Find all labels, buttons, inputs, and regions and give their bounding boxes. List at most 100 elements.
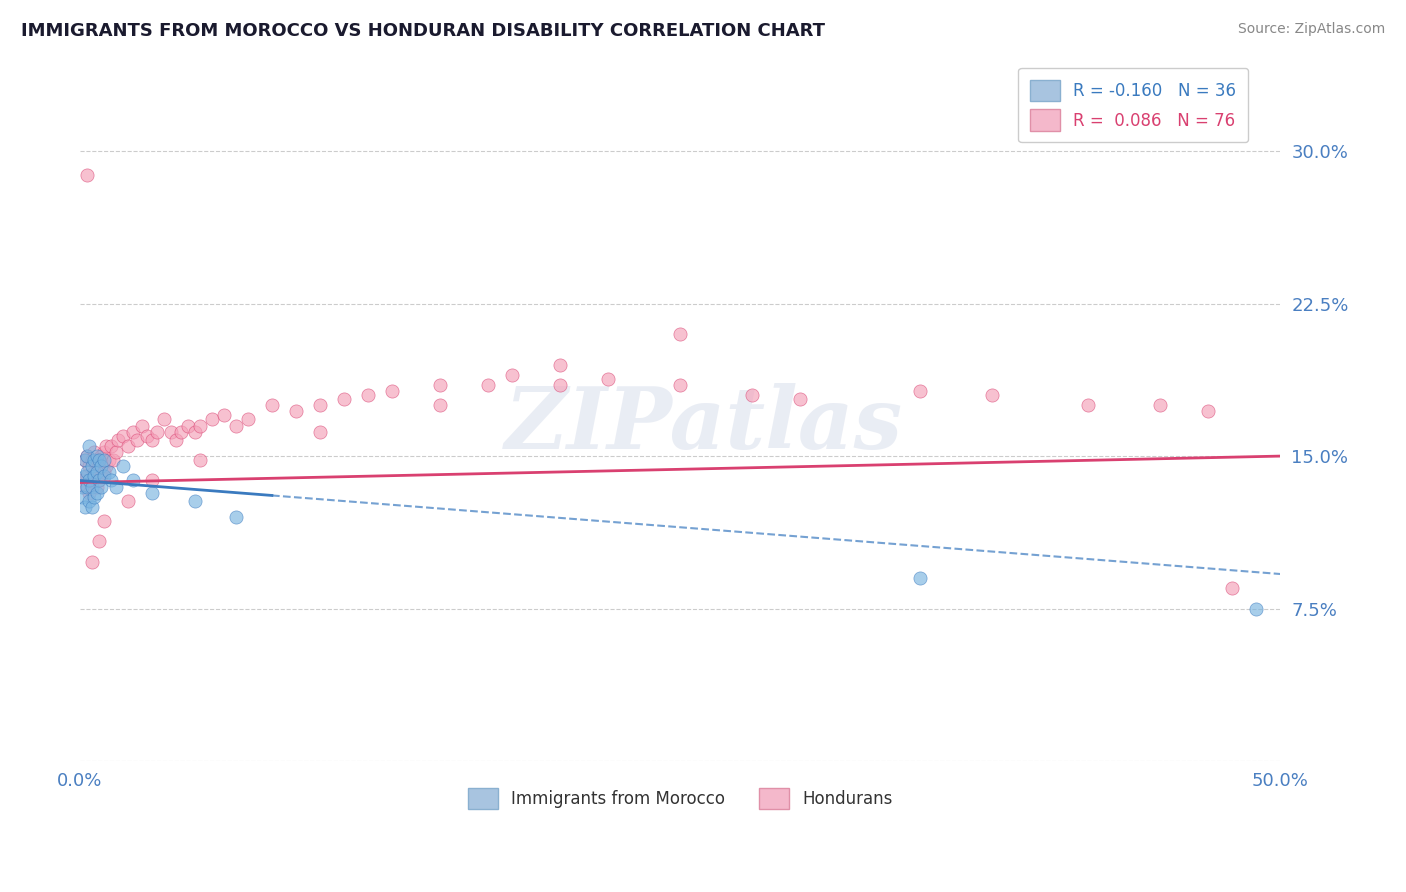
Point bbox=[121, 474, 143, 488]
Point bbox=[112, 459, 135, 474]
Point bbox=[121, 425, 143, 439]
Point bbox=[72, 480, 94, 494]
Point bbox=[127, 433, 149, 447]
Point bbox=[145, 425, 167, 439]
Point bbox=[669, 378, 692, 392]
Point bbox=[104, 480, 127, 494]
Point bbox=[501, 368, 523, 382]
Point bbox=[112, 429, 135, 443]
Point bbox=[188, 453, 211, 467]
Point bbox=[596, 372, 619, 386]
Point bbox=[73, 453, 96, 467]
Point bbox=[90, 459, 112, 474]
Point bbox=[141, 474, 163, 488]
Point bbox=[260, 398, 283, 412]
Point bbox=[76, 449, 98, 463]
Point bbox=[429, 398, 451, 412]
Point bbox=[333, 392, 356, 406]
Point bbox=[1220, 581, 1243, 595]
Point bbox=[93, 514, 115, 528]
Point bbox=[477, 378, 499, 392]
Point bbox=[93, 469, 115, 483]
Point bbox=[309, 398, 332, 412]
Point bbox=[76, 169, 98, 183]
Point bbox=[73, 500, 96, 514]
Point bbox=[1077, 398, 1099, 412]
Point bbox=[1197, 404, 1219, 418]
Point bbox=[80, 459, 103, 474]
Point bbox=[87, 453, 110, 467]
Point bbox=[87, 474, 110, 488]
Point bbox=[79, 459, 101, 474]
Point bbox=[87, 459, 110, 474]
Point bbox=[789, 392, 811, 406]
Point bbox=[104, 445, 127, 459]
Point bbox=[309, 425, 332, 439]
Point bbox=[76, 469, 98, 483]
Point bbox=[90, 469, 112, 483]
Point bbox=[90, 480, 112, 494]
Point bbox=[79, 439, 101, 453]
Point bbox=[87, 534, 110, 549]
Point bbox=[83, 466, 105, 480]
Point bbox=[83, 490, 105, 504]
Point bbox=[72, 474, 94, 488]
Point bbox=[225, 510, 247, 524]
Text: IMMIGRANTS FROM MOROCCO VS HONDURAN DISABILITY CORRELATION CHART: IMMIGRANTS FROM MOROCCO VS HONDURAN DISA… bbox=[21, 22, 825, 40]
Point bbox=[76, 449, 98, 463]
Legend: Immigrants from Morocco, Hondurans: Immigrants from Morocco, Hondurans bbox=[461, 781, 898, 816]
Point bbox=[97, 466, 120, 480]
Point bbox=[141, 433, 163, 447]
Point bbox=[79, 493, 101, 508]
Point bbox=[83, 445, 105, 459]
Point bbox=[80, 480, 103, 494]
Point bbox=[79, 474, 101, 488]
Point bbox=[741, 388, 763, 402]
Point bbox=[86, 453, 108, 467]
Point bbox=[80, 500, 103, 514]
Point bbox=[184, 493, 207, 508]
Point bbox=[908, 571, 931, 585]
Point bbox=[100, 474, 122, 488]
Point bbox=[177, 418, 200, 433]
Point bbox=[165, 433, 187, 447]
Point bbox=[357, 388, 380, 402]
Point bbox=[981, 388, 1004, 402]
Point bbox=[1246, 601, 1268, 615]
Point bbox=[86, 466, 108, 480]
Point bbox=[93, 445, 115, 459]
Point bbox=[117, 493, 139, 508]
Point bbox=[131, 418, 153, 433]
Point bbox=[72, 490, 94, 504]
Point bbox=[153, 412, 176, 426]
Point bbox=[83, 469, 105, 483]
Point bbox=[87, 474, 110, 488]
Point bbox=[170, 425, 193, 439]
Text: ZIPatlas: ZIPatlas bbox=[505, 383, 903, 467]
Point bbox=[225, 418, 247, 433]
Point bbox=[236, 412, 259, 426]
Point bbox=[73, 480, 96, 494]
Point bbox=[86, 485, 108, 500]
Point bbox=[83, 453, 105, 467]
Point bbox=[97, 453, 120, 467]
Point bbox=[136, 429, 159, 443]
Point bbox=[93, 453, 115, 467]
Point bbox=[96, 439, 118, 453]
Point bbox=[93, 466, 115, 480]
Point bbox=[669, 327, 692, 342]
Point bbox=[429, 378, 451, 392]
Point bbox=[188, 418, 211, 433]
Point bbox=[103, 453, 125, 467]
Point bbox=[117, 439, 139, 453]
Text: Source: ZipAtlas.com: Source: ZipAtlas.com bbox=[1237, 22, 1385, 37]
Point bbox=[201, 412, 224, 426]
Point bbox=[76, 480, 98, 494]
Point bbox=[80, 453, 103, 467]
Point bbox=[184, 425, 207, 439]
Point bbox=[284, 404, 307, 418]
Point bbox=[548, 378, 571, 392]
Point bbox=[73, 469, 96, 483]
Point bbox=[548, 358, 571, 372]
Point bbox=[80, 474, 103, 488]
